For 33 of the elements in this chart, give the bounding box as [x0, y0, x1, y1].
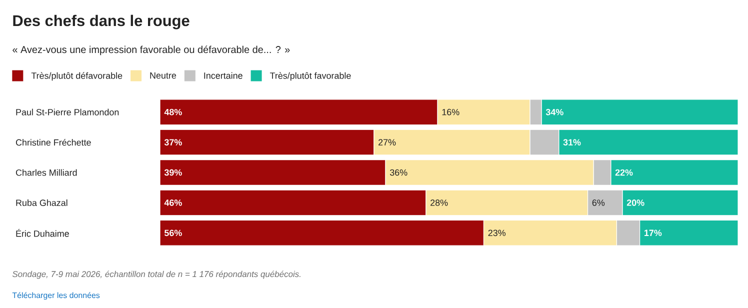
data-label: 31% [563, 139, 581, 146]
y-tick-label: Charles Milliard [16, 169, 77, 176]
bar [160, 129, 374, 156]
chart-title: Des chefs dans le rouge [13, 14, 190, 30]
y-tick-label: Christine Fréchette [16, 138, 91, 146]
data-label: 28% [430, 200, 448, 206]
data-label: 22% [615, 169, 633, 176]
y-tick-label: Ruba Ghazal [16, 199, 68, 206]
data-label: 20% [626, 200, 644, 206]
bar [160, 220, 484, 246]
legend-label: Très/plutôt favorable [270, 72, 351, 81]
legend-label: Neutre [150, 72, 176, 79]
y-tick-label: Paul St-Pierre Plamondon [16, 108, 119, 116]
legend-label: Très/plutôt défavorable [31, 72, 122, 81]
data-label: 39% [164, 169, 182, 176]
data-label: 56% [164, 230, 182, 236]
data-label: 48% [164, 108, 182, 116]
data-label: 6% [592, 200, 605, 206]
data-label: 37% [164, 139, 182, 146]
data-label: 46% [164, 200, 182, 206]
bar [160, 99, 438, 126]
data-label: 23% [488, 230, 506, 236]
data-label: 17% [644, 230, 662, 236]
legend-label: Incertaine [204, 72, 242, 79]
bar [160, 190, 426, 216]
bar [160, 160, 386, 186]
data-label: 16% [442, 108, 460, 116]
y-tick-label: Éric Duhaime [16, 228, 69, 237]
chart-subtitle: « Avez-vous une impression favorable ou défavorable de... ? » [12, 46, 290, 56]
data-label: 27% [378, 139, 396, 146]
data-label: 34% [546, 108, 564, 116]
data-label: 36% [390, 169, 408, 176]
text: Sondage, 7-9 mai 2026, échantillon total de n = 1 176 répondants québécois. [12, 270, 300, 279]
